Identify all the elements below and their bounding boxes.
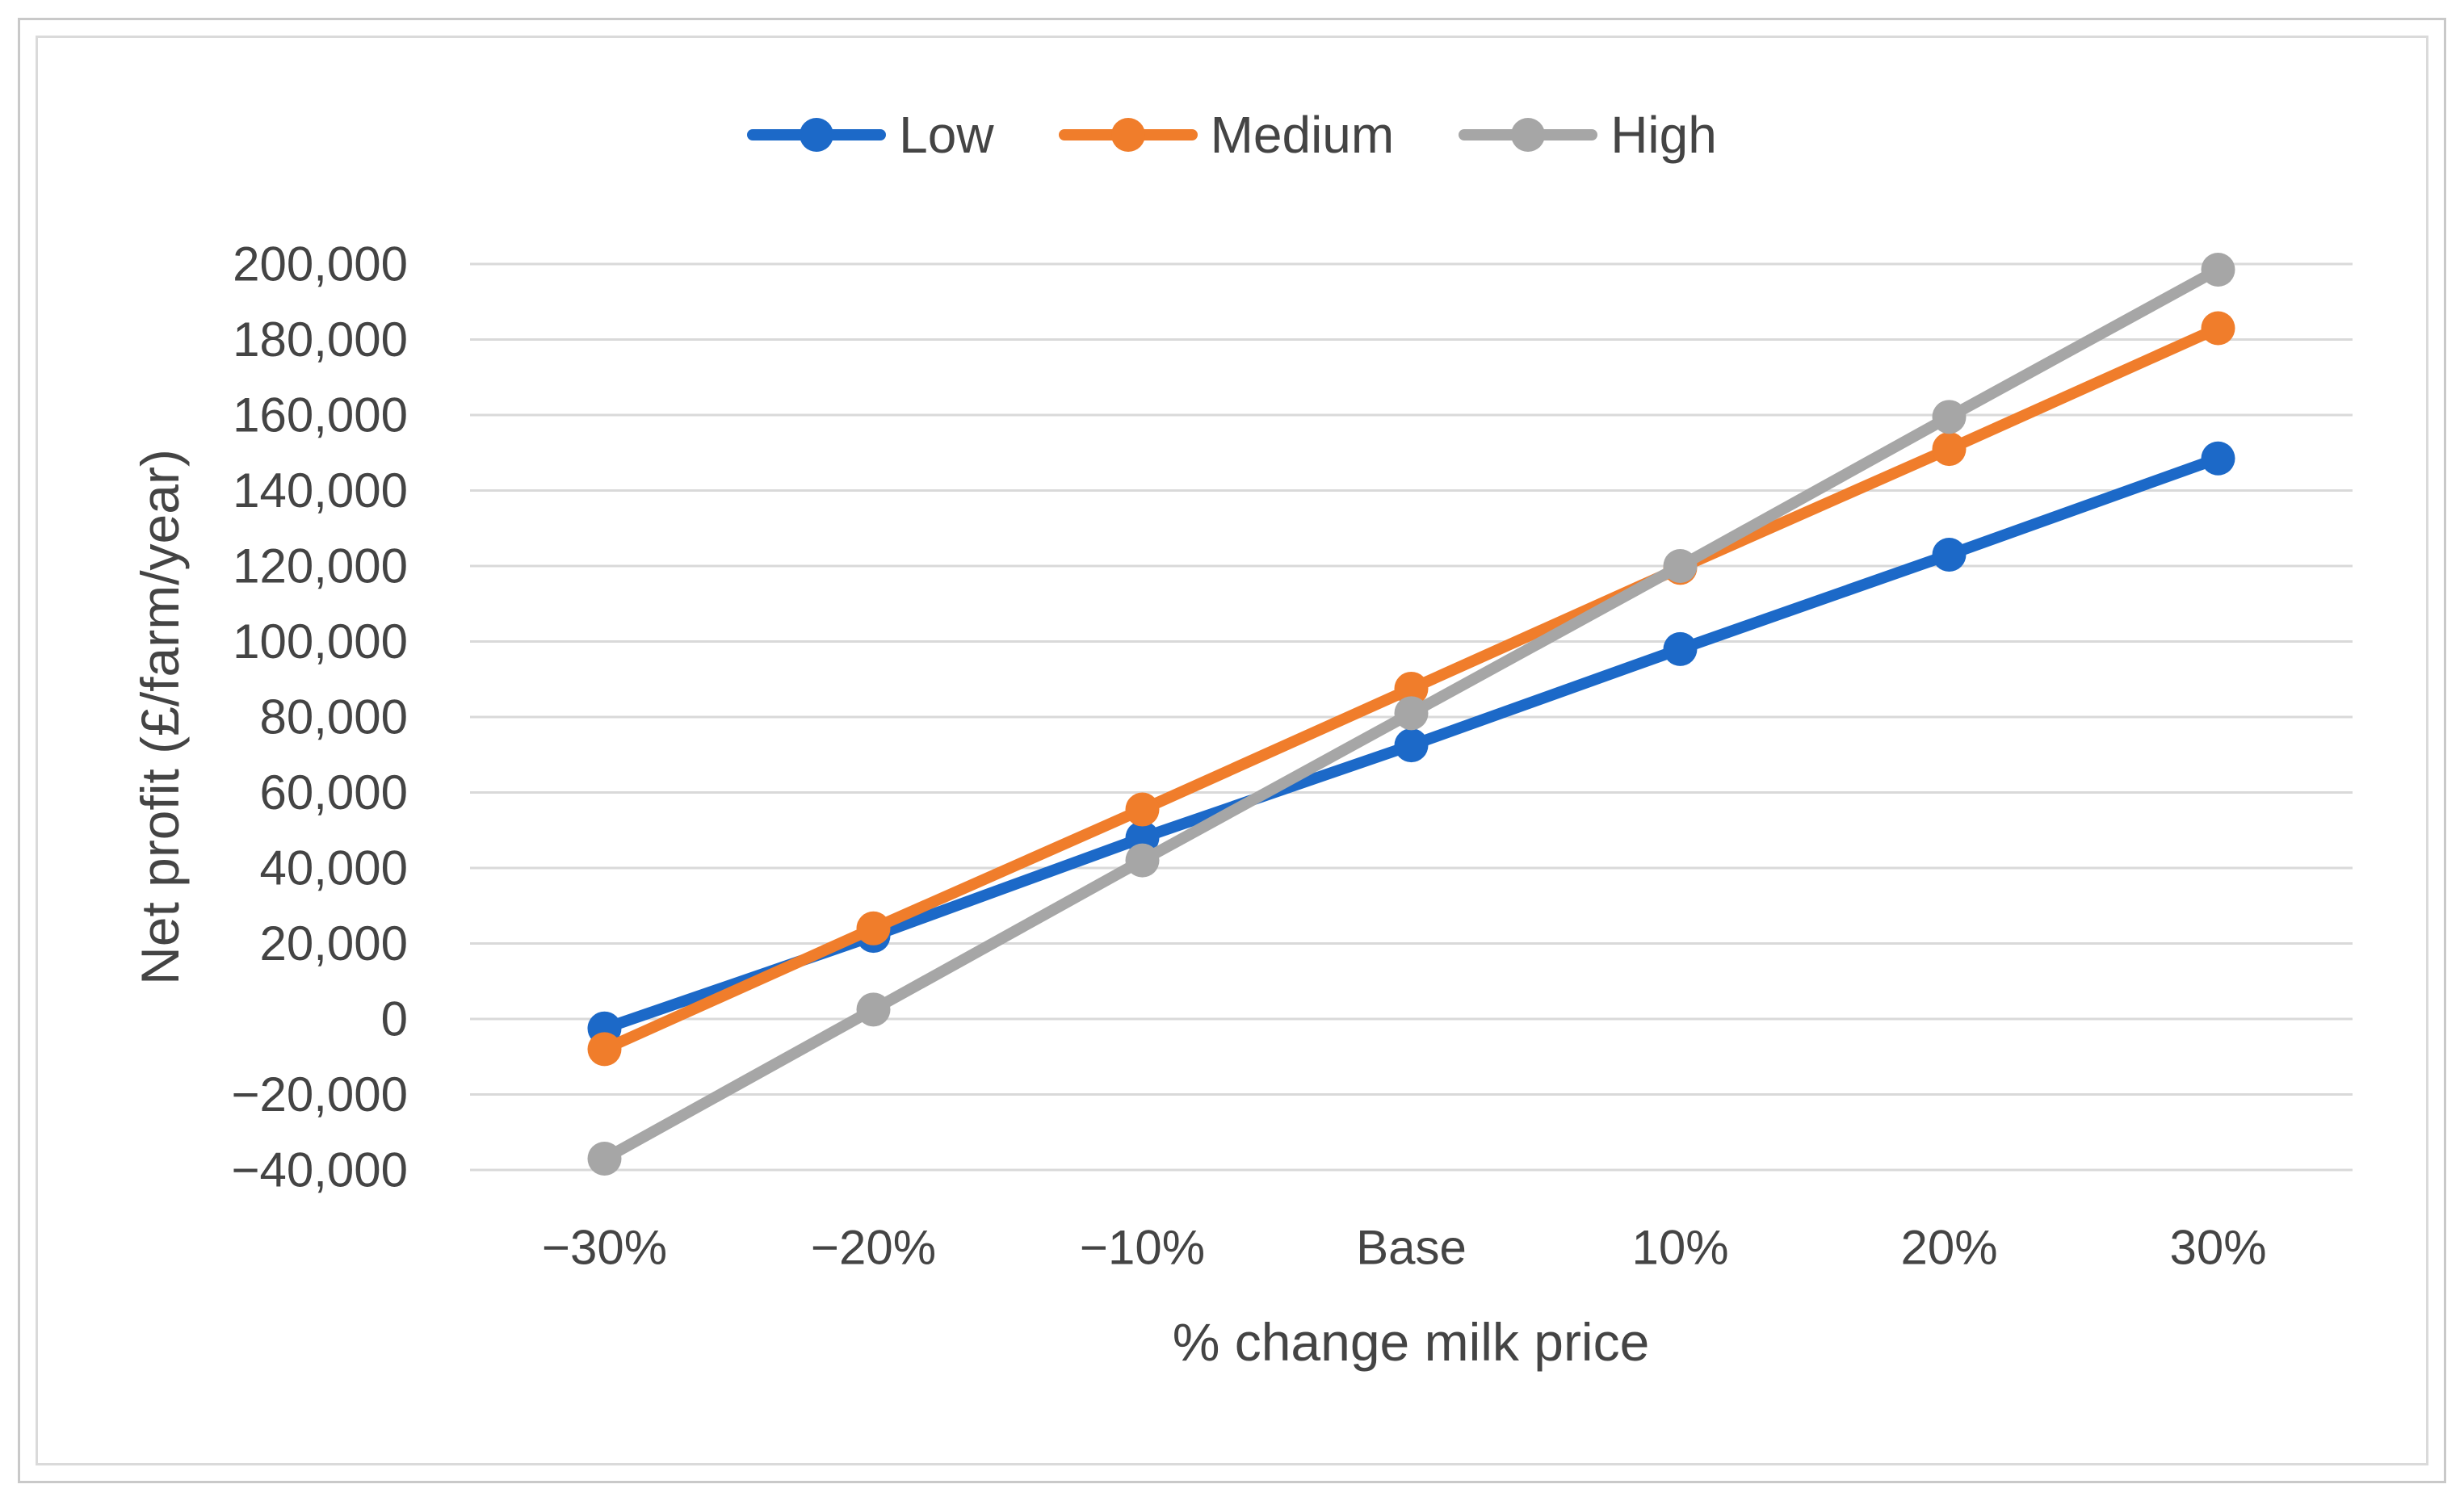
y-tick-label: 200,000 [233, 237, 408, 291]
y-tick-label: 100,000 [233, 614, 408, 669]
data-point-marker [1932, 537, 1967, 572]
y-axis-title: Net profit (£/farm/year) [130, 449, 190, 985]
data-point-marker [1125, 843, 1160, 878]
data-point-marker [1394, 671, 1429, 706]
gridlines [470, 262, 2353, 1172]
data-point-marker [1663, 549, 1698, 583]
legend-item-high: High [1459, 109, 1717, 161]
data-point-marker [1932, 400, 1967, 434]
x-tick-label: −30% [542, 1221, 667, 1275]
legend-item-low: Low [747, 106, 994, 164]
y-tick-label: −20,000 [231, 1067, 408, 1122]
legend-marker-icon [1459, 118, 1598, 152]
data-point-marker [2201, 441, 2235, 476]
y-tick-label: 0 [381, 992, 408, 1046]
y-tick-label: 20,000 [259, 916, 408, 971]
data-point-marker [1394, 696, 1429, 731]
legend-label: Low [899, 106, 994, 164]
data-point-marker [856, 992, 891, 1027]
y-tick-label: 80,000 [259, 690, 408, 744]
y-tick-label: −40,000 [231, 1143, 408, 1197]
x-axis-tick-labels: −30% −20% −10% Base 10% 20% 30% [542, 1221, 2267, 1275]
x-tick-label: −10% [1080, 1221, 1205, 1275]
x-tick-label: 20% [1900, 1221, 1997, 1275]
y-axis-tick-labels: 200,000 180,000 160,000 140,000 120,000 100,0… [231, 237, 408, 1197]
legend-label: High [1610, 106, 1717, 164]
data-series [587, 253, 2235, 1176]
legend-label: Medium [1210, 106, 1395, 164]
y-tick-label: 160,000 [233, 388, 408, 442]
x-tick-label: Base [1356, 1221, 1467, 1275]
y-tick-label: 120,000 [233, 539, 408, 593]
legend-marker-icon [747, 118, 887, 152]
x-tick-label: 10% [1631, 1221, 1728, 1275]
data-point-marker [587, 1141, 622, 1176]
data-point-marker [587, 1032, 622, 1067]
legend-marker-icon [1058, 118, 1198, 152]
y-tick-label: 40,000 [259, 841, 408, 895]
x-tick-label: −20% [811, 1221, 936, 1275]
data-point-marker [1663, 631, 1698, 666]
data-point-marker [1125, 792, 1160, 827]
legend-item-medium: Medium [1058, 106, 1395, 164]
data-point-marker [1394, 728, 1429, 763]
data-point-marker [1932, 432, 1967, 467]
y-tick-label: 60,000 [259, 765, 408, 820]
data-point-marker [856, 911, 891, 945]
data-point-marker [2201, 253, 2235, 287]
series-low [587, 441, 2235, 1046]
series-high [587, 253, 2235, 1176]
data-point-marker [2201, 311, 2235, 346]
y-tick-label: 180,000 [233, 312, 408, 367]
y-tick-label: 140,000 [233, 463, 408, 518]
x-tick-label: 30% [2169, 1221, 2266, 1275]
x-axis-title: % change milk price [1173, 1312, 1650, 1372]
chart-legend: Low Medium High [0, 109, 2464, 161]
